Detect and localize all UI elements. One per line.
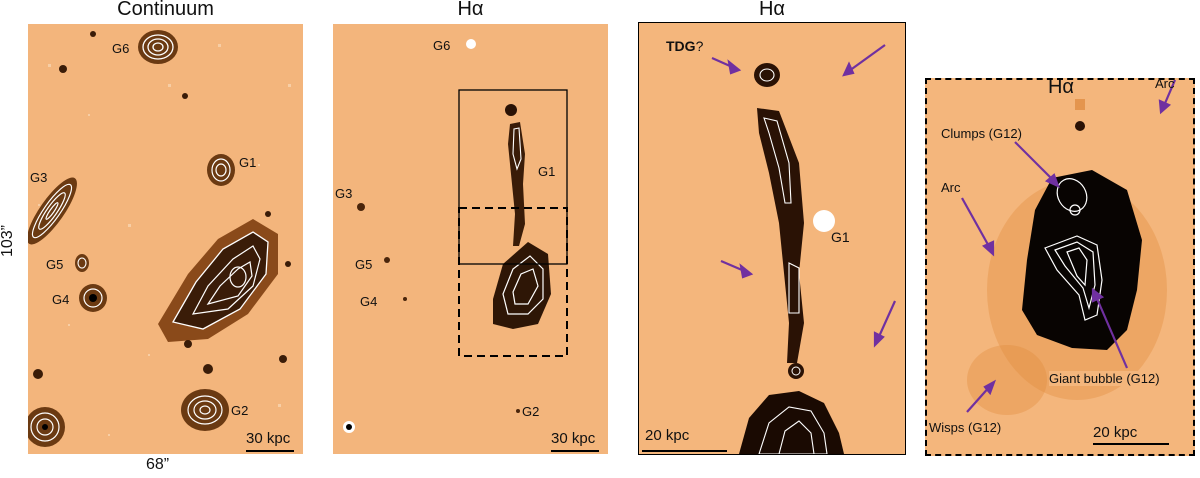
g12-label-arc-top: Arc <box>1155 78 1175 91</box>
bright-star-contours <box>28 407 65 447</box>
halpha-wide-label-g6: G6 <box>433 38 451 53</box>
halpha-wide-background <box>333 24 608 454</box>
g12-label-arc-left: Arc <box>941 180 961 195</box>
continuum-label-g4: G4 <box>52 292 70 307</box>
halpha-wide-label-g5: G5 <box>355 257 373 272</box>
continuum-scale-label: 30 kpc <box>246 430 291 447</box>
halpha-zoom-image: TDG? G1 20 kpc <box>638 22 906 455</box>
star-core <box>346 424 352 430</box>
halpha-wide-image-svg <box>333 24 608 454</box>
g1-residual <box>813 210 835 232</box>
halpha-g12-image: Hα Arc Clumps (G12) Arc Giant bubble (G1… <box>925 78 1195 456</box>
halpha-wide-title: Hα <box>457 0 484 20</box>
zoom-knot-contours <box>788 363 804 379</box>
small-sources <box>33 31 291 379</box>
halpha-zoom-scale-label: 20 kpc <box>645 427 690 444</box>
galaxy-g4-contours <box>79 284 107 312</box>
dark-knot <box>505 104 517 116</box>
continuum-axis-y: 103” <box>0 224 17 258</box>
zoom-tail-contours <box>757 108 804 363</box>
continuum-title: Continuum <box>117 0 214 20</box>
galaxy-g6-contours <box>138 30 178 64</box>
g6-residual <box>466 39 476 49</box>
halpha-tail-contours <box>508 122 525 246</box>
tdg-label: TDG? <box>666 38 703 54</box>
g12-dark-blob <box>1022 170 1142 350</box>
halpha-wide-sources <box>357 203 520 413</box>
continuum-image-svg <box>28 24 303 454</box>
continuum-image: G6 G1 G3 G5 G4 G2 30 kpc <box>28 24 303 454</box>
halpha-wide-label-g4: G4 <box>360 294 378 309</box>
continuum-label-g1: G1 <box>239 155 257 170</box>
galaxy-g1-contours <box>207 154 235 186</box>
halpha-wide-label-g3: G3 <box>335 186 353 201</box>
halpha-wide-label-g2: G2 <box>522 404 540 419</box>
continuum-label-g2: G2 <box>231 403 249 418</box>
halpha-wide-label-g1: G1 <box>538 164 556 179</box>
halpha-zoom-background <box>639 23 905 454</box>
galaxy-g3-contours <box>28 177 77 245</box>
continuum-label-g6: G6 <box>112 41 130 56</box>
halpha-zoom-image-svg <box>639 23 905 454</box>
halpha-g12-scale-label: 20 kpc <box>1093 424 1138 441</box>
zoom-bottom-galaxy <box>739 391 844 454</box>
central-galaxy-contours <box>158 219 278 342</box>
halpha-g12-title: Hα <box>1035 80 1087 99</box>
g12-arrows <box>961 80 1177 413</box>
halpha-zoom-label-g1: G1 <box>831 229 850 245</box>
g12-knot <box>1075 121 1085 131</box>
tdg-label-bold: TDG <box>666 38 696 54</box>
halpha-zoom-title: Hα <box>758 0 785 20</box>
g12-label-clumps: Clumps (G12) <box>941 126 1022 141</box>
tdg-contours <box>754 63 780 87</box>
g12-label-bubble: Giant bubble (G12) <box>1049 371 1160 386</box>
halpha-wide-scale-label: 30 kpc <box>551 430 596 447</box>
g12-label-wisps: Wisps (G12) <box>929 420 1002 435</box>
zoom-box-solid <box>458 89 568 265</box>
continuum-axis-x: 68” <box>146 456 170 473</box>
continuum-noise <box>38 44 291 436</box>
zoom-box-dashed <box>458 207 568 357</box>
galaxy-g2-contours <box>181 389 229 431</box>
halpha-wide-image: G6 G1 G3 G5 G4 G2 30 kpc <box>333 24 608 454</box>
continuum-label-g5: G5 <box>46 257 64 272</box>
zoom-arrows <box>711 44 897 348</box>
halpha-g12-image-svg <box>927 80 1193 454</box>
tdg-label-question: ? <box>695 38 704 54</box>
galaxy-g5-contours <box>75 254 89 272</box>
continuum-label-g3: G3 <box>30 170 48 185</box>
